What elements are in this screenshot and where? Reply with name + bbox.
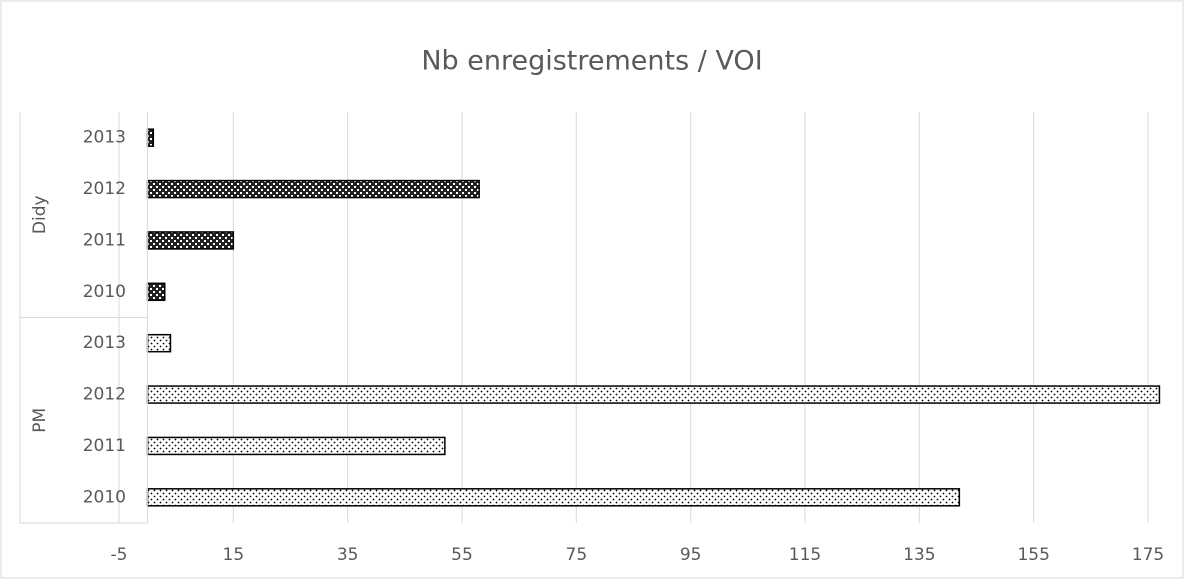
y-tick-label: 2013 [83,333,126,353]
bar [146,282,166,302]
bar [146,385,1161,404]
bar [146,231,235,250]
x-tick-label: -5 [111,545,128,565]
x-tick-label: 175 [1132,545,1164,565]
x-tick-label: 75 [566,545,588,565]
y-tick-label: 2013 [83,128,126,148]
group-label: Didy [30,195,50,234]
x-tick-label: 135 [903,545,935,565]
y-tick-label: 2010 [83,282,126,302]
y-tick-label: 2011 [83,436,126,456]
chart-title: Nb enregistrements / VOI [421,46,762,77]
x-tick-label: 15 [223,545,245,565]
x-tick-label: 35 [337,545,359,565]
bar [146,436,446,456]
bar [146,179,480,199]
bar [146,128,155,147]
x-tick-label: 55 [451,545,473,565]
x-tick-label: 155 [1017,545,1049,565]
bar [146,488,961,507]
y-tick-label: 2012 [83,385,126,405]
x-tick-label: 115 [789,545,821,565]
group-label: PM [30,408,50,433]
x-tick-label: 95 [680,545,702,565]
bar [146,333,172,353]
y-tick-label: 2010 [83,487,126,507]
y-tick-label: 2011 [83,230,126,250]
y-tick-label: 2012 [83,179,126,199]
